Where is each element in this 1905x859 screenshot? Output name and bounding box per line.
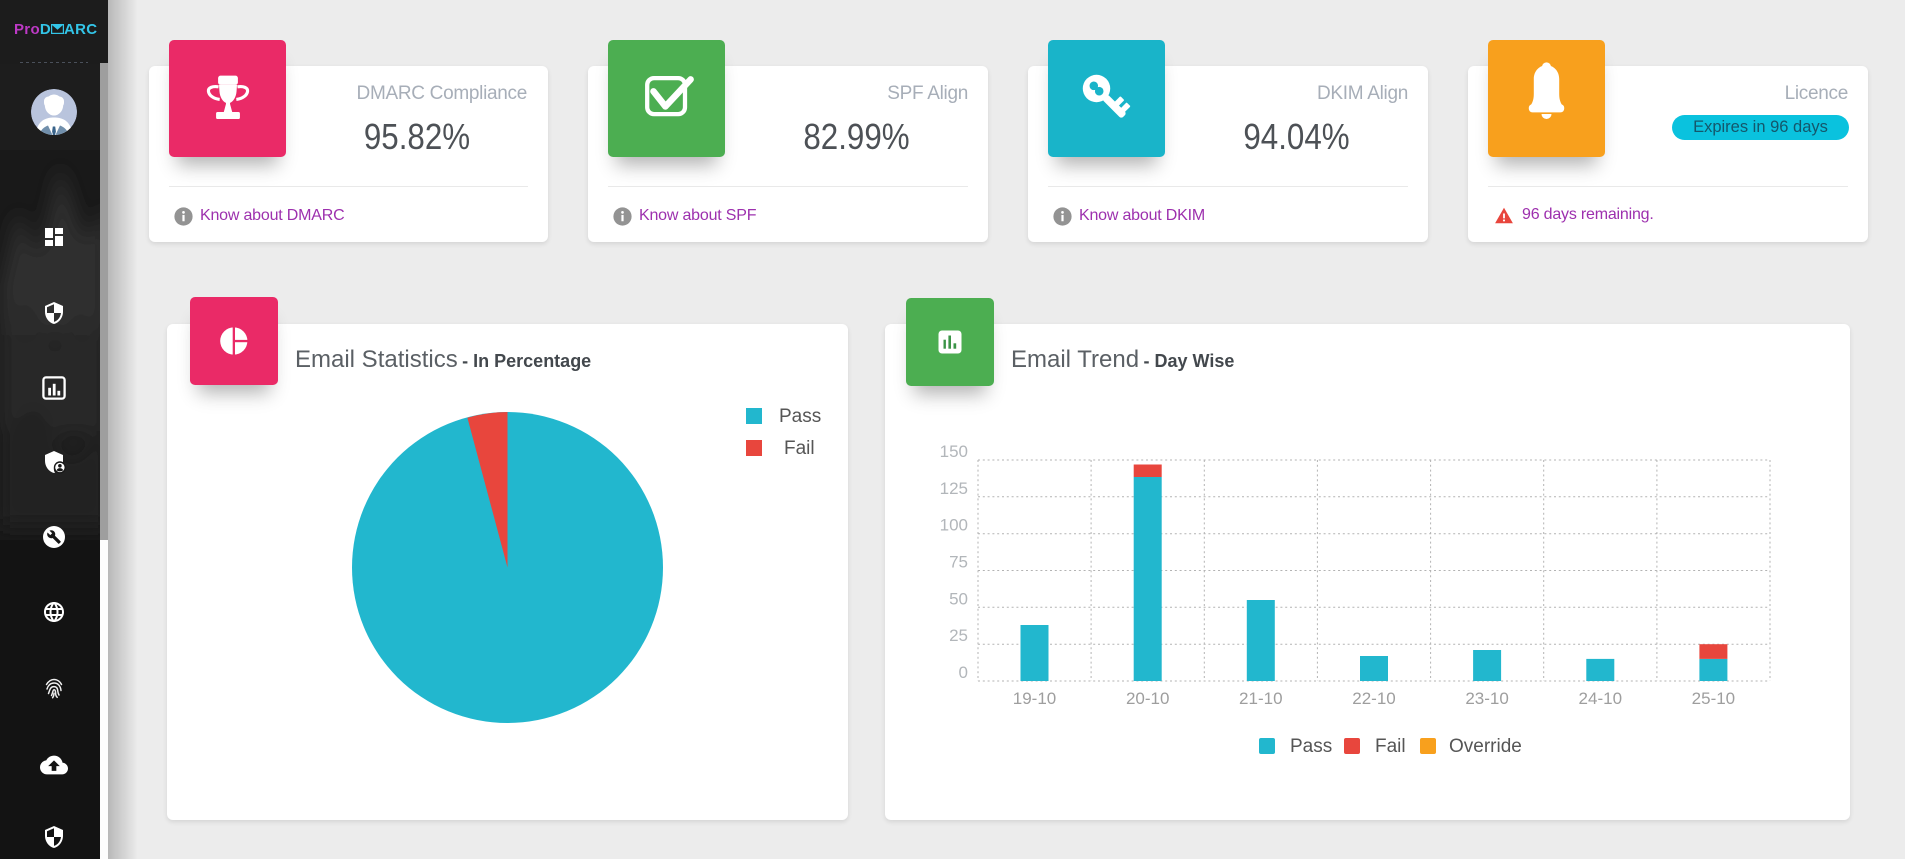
svg-text:Override: Override [1449, 736, 1522, 757]
svg-text:23-10: 23-10 [1465, 689, 1508, 708]
svg-text:75: 75 [949, 553, 968, 572]
svg-text:20-10: 20-10 [1126, 689, 1169, 708]
svg-text:21-10: 21-10 [1239, 689, 1282, 708]
svg-text:150: 150 [940, 442, 968, 461]
svg-text:25-10: 25-10 [1692, 689, 1735, 708]
svg-text:100: 100 [940, 516, 968, 535]
svg-text:22-10: 22-10 [1352, 689, 1395, 708]
svg-text:125: 125 [940, 479, 968, 498]
svg-text:24-10: 24-10 [1579, 689, 1622, 708]
svg-text:Fail: Fail [1375, 736, 1406, 757]
svg-text:0: 0 [959, 663, 968, 682]
svg-text:19-10: 19-10 [1013, 689, 1056, 708]
svg-text:Pass: Pass [1290, 736, 1332, 757]
svg-text:25: 25 [949, 626, 968, 645]
svg-text:50: 50 [949, 589, 968, 608]
